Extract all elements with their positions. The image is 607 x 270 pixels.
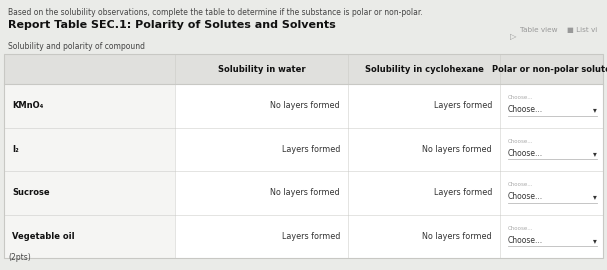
- Text: Layers formed: Layers formed: [282, 232, 340, 241]
- FancyBboxPatch shape: [4, 214, 175, 258]
- Text: No layers formed: No layers formed: [422, 232, 492, 241]
- Text: ▾: ▾: [593, 105, 597, 114]
- Text: Choose...: Choose...: [508, 226, 534, 231]
- Text: Polar or non-polar solute: Polar or non-polar solute: [492, 65, 607, 73]
- Text: Choose...: Choose...: [508, 139, 534, 144]
- Text: Choose...: Choose...: [508, 192, 543, 201]
- Text: Report Table SEC.1: Polarity of Solutes and Solvents: Report Table SEC.1: Polarity of Solutes …: [8, 20, 336, 30]
- Text: Layers formed: Layers formed: [282, 145, 340, 154]
- Text: Table view: Table view: [520, 27, 557, 33]
- Text: Choose...: Choose...: [508, 95, 534, 100]
- Text: Choose...: Choose...: [508, 236, 543, 245]
- Text: Layers formed: Layers formed: [433, 101, 492, 110]
- Text: Layers formed: Layers formed: [433, 188, 492, 197]
- Text: ▾: ▾: [593, 192, 597, 201]
- Text: I₂: I₂: [12, 145, 19, 154]
- Text: Solubility in cyclohexane: Solubility in cyclohexane: [365, 65, 483, 73]
- Text: Solubility and polarity of compound: Solubility and polarity of compound: [8, 42, 145, 51]
- Text: KMnO₄: KMnO₄: [12, 101, 43, 110]
- FancyBboxPatch shape: [4, 127, 175, 171]
- FancyBboxPatch shape: [4, 171, 175, 214]
- Text: Choose...: Choose...: [508, 182, 534, 187]
- Text: (2pts): (2pts): [8, 253, 31, 262]
- Text: No layers formed: No layers formed: [270, 188, 340, 197]
- Text: ▾: ▾: [593, 236, 597, 245]
- FancyBboxPatch shape: [4, 84, 603, 258]
- Text: ■ List vi: ■ List vi: [567, 27, 597, 33]
- Text: Solubility in water: Solubility in water: [218, 65, 305, 73]
- FancyBboxPatch shape: [4, 54, 603, 84]
- FancyBboxPatch shape: [4, 84, 175, 127]
- Text: No layers formed: No layers formed: [270, 101, 340, 110]
- Text: No layers formed: No layers formed: [422, 145, 492, 154]
- Text: ▷: ▷: [510, 32, 517, 41]
- Text: Based on the solubility observations, complete the table to determine if the sub: Based on the solubility observations, co…: [8, 8, 422, 17]
- Text: Choose...: Choose...: [508, 149, 543, 158]
- Text: Vegetable oil: Vegetable oil: [12, 232, 75, 241]
- Text: Sucrose: Sucrose: [12, 188, 50, 197]
- Text: ▾: ▾: [593, 149, 597, 158]
- Text: Choose...: Choose...: [508, 105, 543, 114]
